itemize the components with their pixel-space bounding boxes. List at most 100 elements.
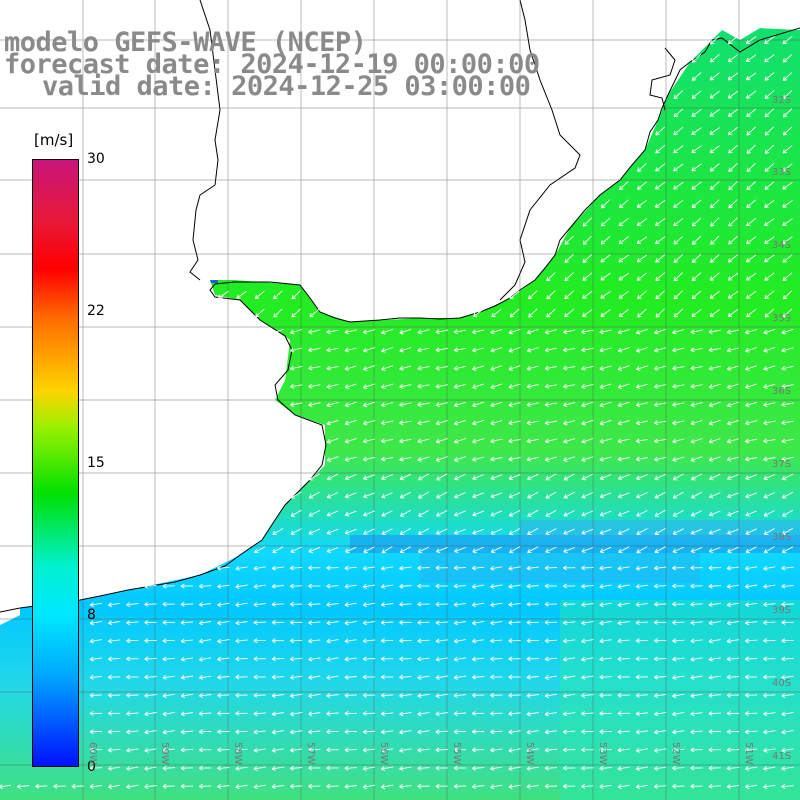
wind-arrow [326,693,339,698]
wind-arrow [417,747,430,753]
wind-arrow [582,272,593,281]
wind-arrow [490,365,503,371]
wind-arrow [763,711,776,717]
wind-arrow [344,674,357,680]
wind-arrow [508,420,521,426]
wind-arrow [435,528,448,535]
wind-arrow [453,365,466,371]
wind-arrow [782,144,793,154]
wind-arrow [655,308,665,318]
wind-arrow [290,402,303,407]
wind-arrow [764,108,775,118]
wind-arrow [144,638,157,644]
wind-arrow [144,620,157,625]
wind-arrow [599,656,612,662]
wind-arrow [781,328,794,335]
wind-arrow [763,583,776,589]
wind-arrow [381,402,394,408]
wind-arrow [344,456,357,462]
wind-arrow [344,565,357,571]
wind-arrow [271,729,284,735]
wind-arrow [472,401,485,408]
wind-arrow [326,437,339,444]
wind-arrow [673,308,684,318]
wind-arrow [690,583,703,589]
wind-arrow [271,784,285,789]
wind-arrow [782,509,794,517]
wind-arrow [344,492,357,499]
wind-arrow [562,565,576,571]
wind-arrow [453,765,467,771]
wind-arrow [235,620,248,626]
wind-arrow [581,492,594,499]
wind-arrow [727,54,739,63]
wind-arrow [290,693,303,699]
wind-arrow [490,474,503,481]
wind-arrow [417,365,430,371]
wind-arrow [636,199,648,208]
wind-arrow [508,620,521,626]
wind-arrow [417,601,430,607]
wind-arrow [399,765,412,771]
wind-arrow [672,402,685,407]
wind-arrow [744,692,758,698]
wind-arrow [435,638,448,644]
wind-arrow [399,784,412,789]
wind-arrow [508,583,521,589]
wind-arrow [709,309,720,317]
wind-arrow [781,473,794,481]
wind-arrow [509,290,520,300]
wind-arrow [635,402,648,408]
wind-arrow [198,602,212,607]
wind-arrow [727,272,739,281]
wind-arrow [453,656,466,662]
wind-arrow [690,420,703,426]
wind-arrow [89,747,103,753]
wind-arrow [744,620,758,626]
wind-arrow [544,674,557,680]
wind-arrow [435,420,448,426]
wind-arrow [617,420,630,426]
wind-arrow [709,163,720,172]
wind-arrow [508,638,521,644]
wind-arrow [236,290,247,299]
wind-arrow [564,235,574,245]
wind-arrow [344,583,357,589]
wind-arrow [708,419,721,426]
wind-arrow [582,235,593,245]
wind-arrow [709,90,720,99]
wind-arrow [435,456,448,462]
wind-arrow [453,347,466,353]
wind-arrow [618,217,629,227]
wind-arrow [673,235,684,245]
wind-arrow [399,711,412,717]
wind-arrow [708,365,721,371]
wind-arrow [600,254,611,263]
wind-arrow [727,90,739,99]
wind-arrow [726,602,739,608]
wind-arrow [727,546,739,553]
lon-label: 58W [232,742,243,765]
wind-arrow [271,583,285,589]
wind-arrow [708,693,721,698]
wind-arrow [764,36,775,44]
wind-arrow [544,329,557,335]
wind-arrow [726,456,739,462]
wind-arrow [763,528,775,535]
wind-arrow [654,328,667,335]
wind-arrow [235,674,248,680]
wind-arrow [581,510,594,517]
wind-arrow [235,765,248,771]
wind-arrow [344,347,357,353]
wind-arrow [781,456,794,462]
wind-arrow [362,365,375,371]
wind-arrow [217,729,230,735]
wind-arrow [326,329,339,335]
wind-arrow [417,329,430,335]
wind-arrow [581,547,594,553]
wind-arrow [637,308,647,318]
wind-arrow [289,638,303,644]
wind-arrow [544,565,558,571]
wind-arrow [490,620,503,626]
